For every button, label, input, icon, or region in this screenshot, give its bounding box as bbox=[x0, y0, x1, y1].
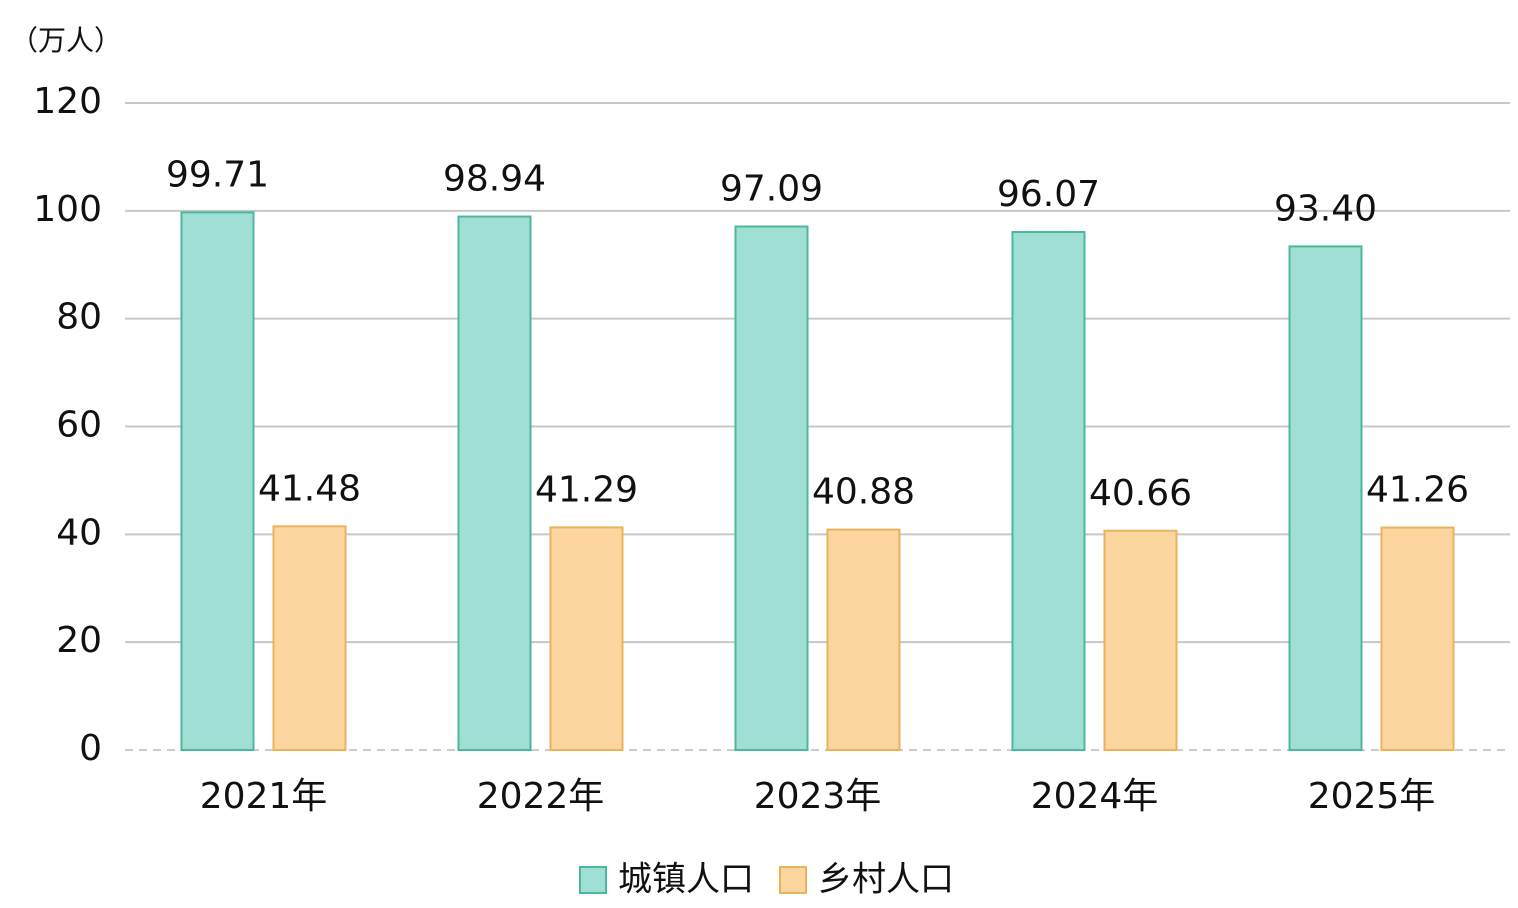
legend-swatch bbox=[579, 866, 607, 894]
bar bbox=[1011, 231, 1086, 751]
value-label: 96.07 bbox=[997, 174, 1100, 215]
bar bbox=[1288, 245, 1363, 751]
bar bbox=[272, 525, 347, 751]
x-tick-label: 2025年 bbox=[1308, 776, 1436, 817]
x-tick-label: 2022年 bbox=[477, 776, 605, 817]
bar bbox=[549, 526, 624, 752]
value-label: 40.66 bbox=[1089, 473, 1192, 514]
y-tick-label: 40 bbox=[56, 512, 102, 553]
bar bbox=[826, 528, 901, 752]
bar bbox=[180, 211, 255, 751]
value-label: 93.40 bbox=[1274, 188, 1377, 229]
legend-label: 乡村人口 bbox=[818, 860, 954, 900]
value-label: 41.29 bbox=[535, 469, 638, 510]
y-tick-label: 60 bbox=[56, 405, 102, 446]
value-label: 41.48 bbox=[258, 468, 361, 509]
value-label: 97.09 bbox=[720, 169, 823, 210]
value-label: 40.88 bbox=[812, 472, 915, 513]
bar bbox=[1103, 529, 1178, 752]
value-label: 41.26 bbox=[1366, 470, 1469, 511]
legend-label: 城镇人口 bbox=[618, 860, 754, 900]
value-label: 99.71 bbox=[166, 154, 269, 195]
x-tick-label: 2021年 bbox=[200, 776, 328, 817]
value-label: 98.94 bbox=[443, 159, 546, 200]
bar bbox=[734, 225, 809, 752]
y-tick-label: 0 bbox=[79, 728, 102, 769]
y-tick-label: 20 bbox=[56, 620, 102, 661]
y-axis-label: （万人） bbox=[10, 24, 122, 57]
y-tick-label: 80 bbox=[56, 297, 102, 338]
legend-swatch bbox=[779, 866, 807, 894]
bar bbox=[1380, 526, 1455, 752]
y-tick-label: 120 bbox=[33, 81, 102, 122]
y-tick-label: 100 bbox=[33, 189, 102, 230]
bar bbox=[457, 215, 532, 751]
x-tick-label: 2023年 bbox=[754, 776, 882, 817]
x-tick-label: 2024年 bbox=[1031, 776, 1159, 817]
